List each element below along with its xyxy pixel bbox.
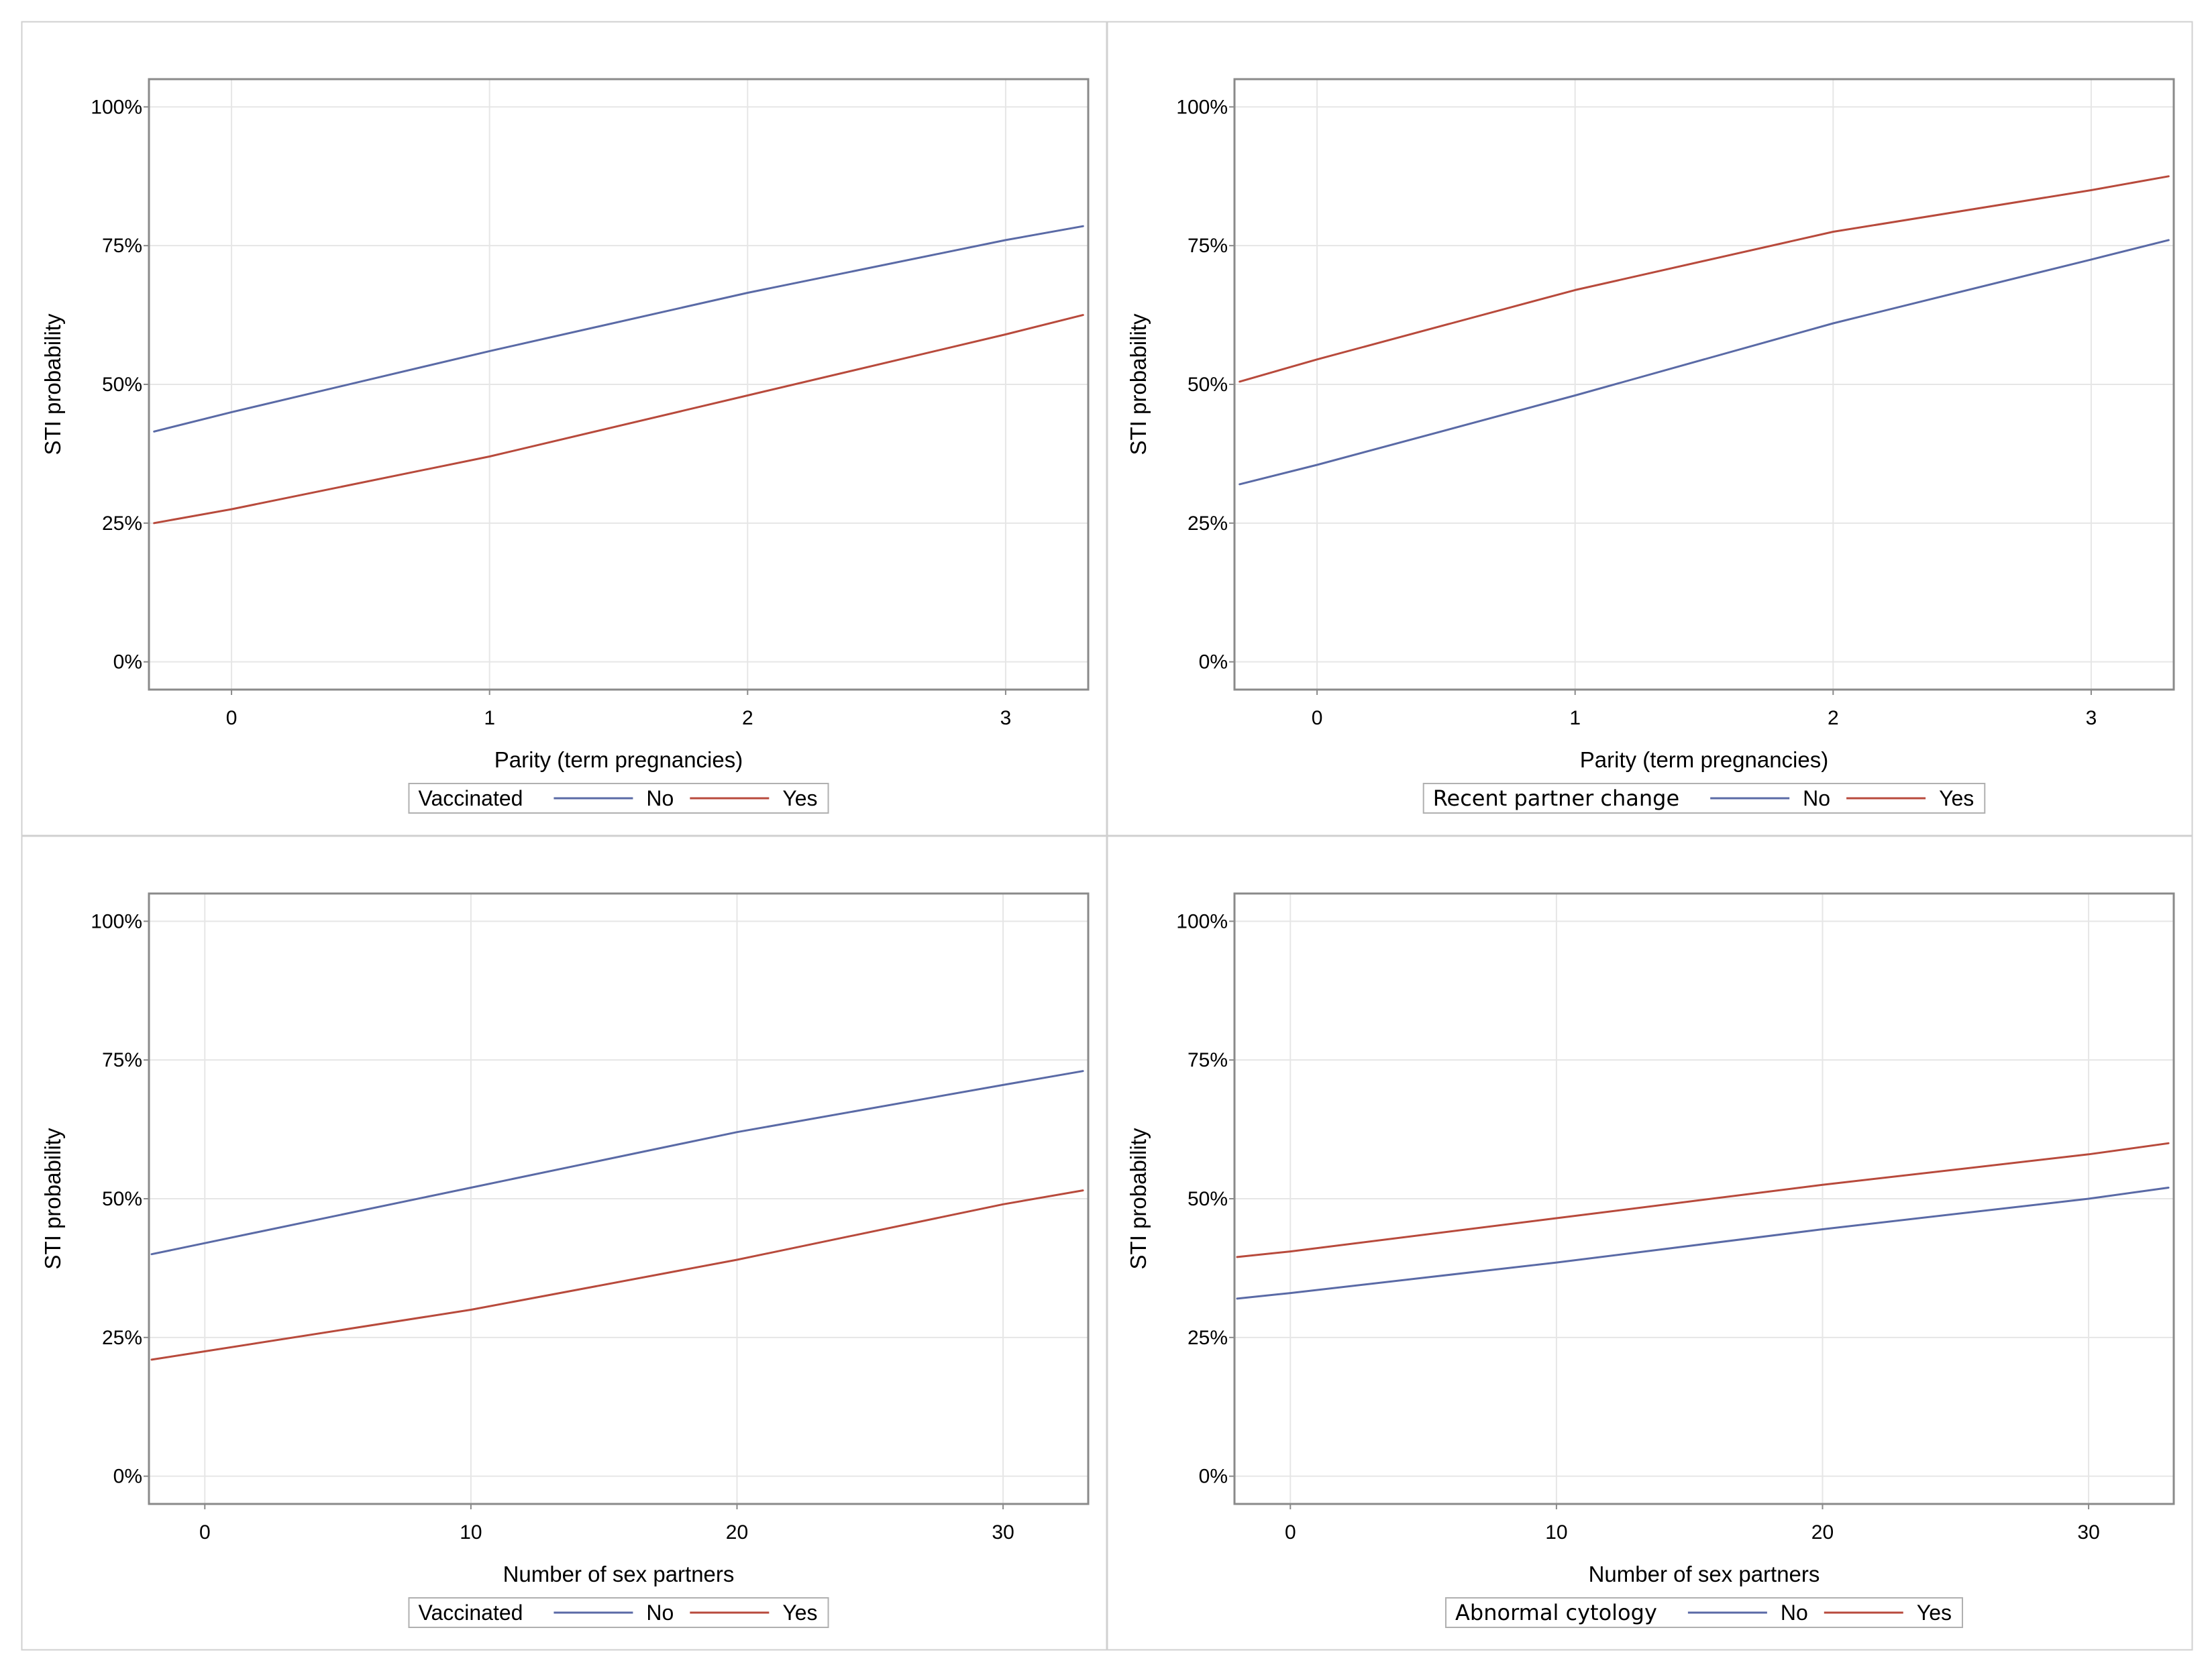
y-tick-label: 0% [113, 1466, 142, 1488]
panel-border [1106, 835, 2193, 1651]
y-tick-label: 50% [102, 1188, 142, 1210]
legend-title: Abnormal cytology [1455, 1600, 1657, 1625]
x-tick-label: 20 [726, 1521, 748, 1544]
legend-label-no: No [1803, 786, 1830, 810]
x-tick-label: 10 [460, 1521, 482, 1544]
x-axis-title: Parity (term pregnancies) [1580, 747, 1828, 772]
series-line-no [1236, 1187, 2170, 1300]
x-tick-label: 2 [1828, 707, 1839, 729]
legend-label-no: No [1781, 1601, 1808, 1625]
x-tick-label: 3 [2086, 707, 2097, 729]
x-tick-label: 30 [2077, 1521, 2099, 1544]
y-tick-label: 50% [1188, 374, 1228, 396]
x-tick-label: 20 [1811, 1521, 1834, 1544]
x-tick-label: 1 [1569, 707, 1581, 729]
series-line-no [153, 225, 1084, 433]
legend-label-yes: Yes [782, 786, 817, 810]
legend: Vaccinated No Yes [408, 783, 829, 814]
series-line-no [1239, 239, 2170, 486]
series-line-yes [153, 314, 1084, 525]
legend-title: Vaccinated [418, 786, 523, 810]
y-tick-label: 0% [1199, 1466, 1228, 1488]
legend-title: Vaccinated [418, 1601, 523, 1625]
y-tick-label: 25% [102, 1327, 142, 1349]
x-tick-label: 0 [226, 707, 238, 729]
y-tick-label: 100% [91, 96, 142, 118]
chart-panel-2: 0% 25% 50% 75% 100% 0 1 2 3 Parity (term pregnanc… [1106, 21, 2193, 836]
y-tick-label: 50% [102, 374, 142, 396]
y-tick-label: 100% [91, 910, 142, 932]
x-axis-title: Number of sex partners [503, 1562, 735, 1586]
legend-title: Recent partner change [1433, 786, 1679, 811]
y-tick-label: 50% [1188, 1188, 1228, 1210]
y-axis-title: STI probability [1126, 313, 1151, 455]
y-tick-label: 100% [1176, 96, 1228, 118]
y-tick-label: 75% [102, 1049, 142, 1071]
series-line-no [150, 1070, 1084, 1256]
y-tick-label: 25% [1188, 512, 1228, 535]
legend: Vaccinated No Yes [408, 1597, 829, 1628]
y-tick-label: 0% [113, 651, 142, 673]
series-line-yes [150, 1189, 1084, 1361]
chart-panel-3: 0% 25% 50% 75% 100% 0 10 20 30 Number of sex part… [21, 835, 1108, 1651]
x-tick-label: 3 [1000, 707, 1012, 729]
x-tick-label: 30 [992, 1521, 1014, 1544]
chart-panel-4: 0% 25% 50% 75% 100% 0 10 20 30 Number of sex part… [1106, 835, 2193, 1651]
series-line-yes [1239, 175, 2170, 383]
y-tick-label: 75% [1188, 235, 1228, 257]
legend-label-yes: Yes [1939, 786, 1974, 810]
y-tick-label: 75% [1188, 1049, 1228, 1071]
x-axis-title: Parity (term pregnancies) [494, 747, 743, 772]
chart-panel-1: 0% 25% 50% 75% 100% 0 1 2 3 Parity (term pregnanc… [21, 21, 1108, 836]
x-tick-label: 10 [1545, 1521, 1567, 1544]
series-line-yes [1236, 1142, 2170, 1258]
x-tick-label: 0 [1285, 1521, 1296, 1544]
legend-label-yes: Yes [1917, 1601, 1952, 1625]
y-tick-label: 0% [1199, 651, 1228, 673]
x-tick-label: 1 [484, 707, 495, 729]
x-axis-title: Number of sex partners [1589, 1562, 1820, 1586]
y-tick-label: 25% [1188, 1327, 1228, 1349]
x-tick-label: 0 [1312, 707, 1323, 729]
legend-label-no: No [646, 1601, 674, 1625]
y-axis-title: STI probability [40, 313, 65, 455]
y-tick-label: 75% [102, 235, 142, 257]
y-tick-label: 25% [102, 512, 142, 535]
legend: Abnormal cytology No Yes [1445, 1597, 1963, 1628]
y-axis-title: STI probability [1126, 1128, 1151, 1269]
y-axis-title: STI probability [40, 1128, 65, 1269]
legend-label-no: No [646, 786, 674, 810]
legend: Recent partner change No Yes [1422, 783, 1986, 814]
x-tick-label: 0 [199, 1521, 211, 1544]
legend-label-yes: Yes [782, 1601, 817, 1625]
y-tick-label: 100% [1176, 910, 1228, 932]
x-tick-label: 2 [742, 707, 753, 729]
